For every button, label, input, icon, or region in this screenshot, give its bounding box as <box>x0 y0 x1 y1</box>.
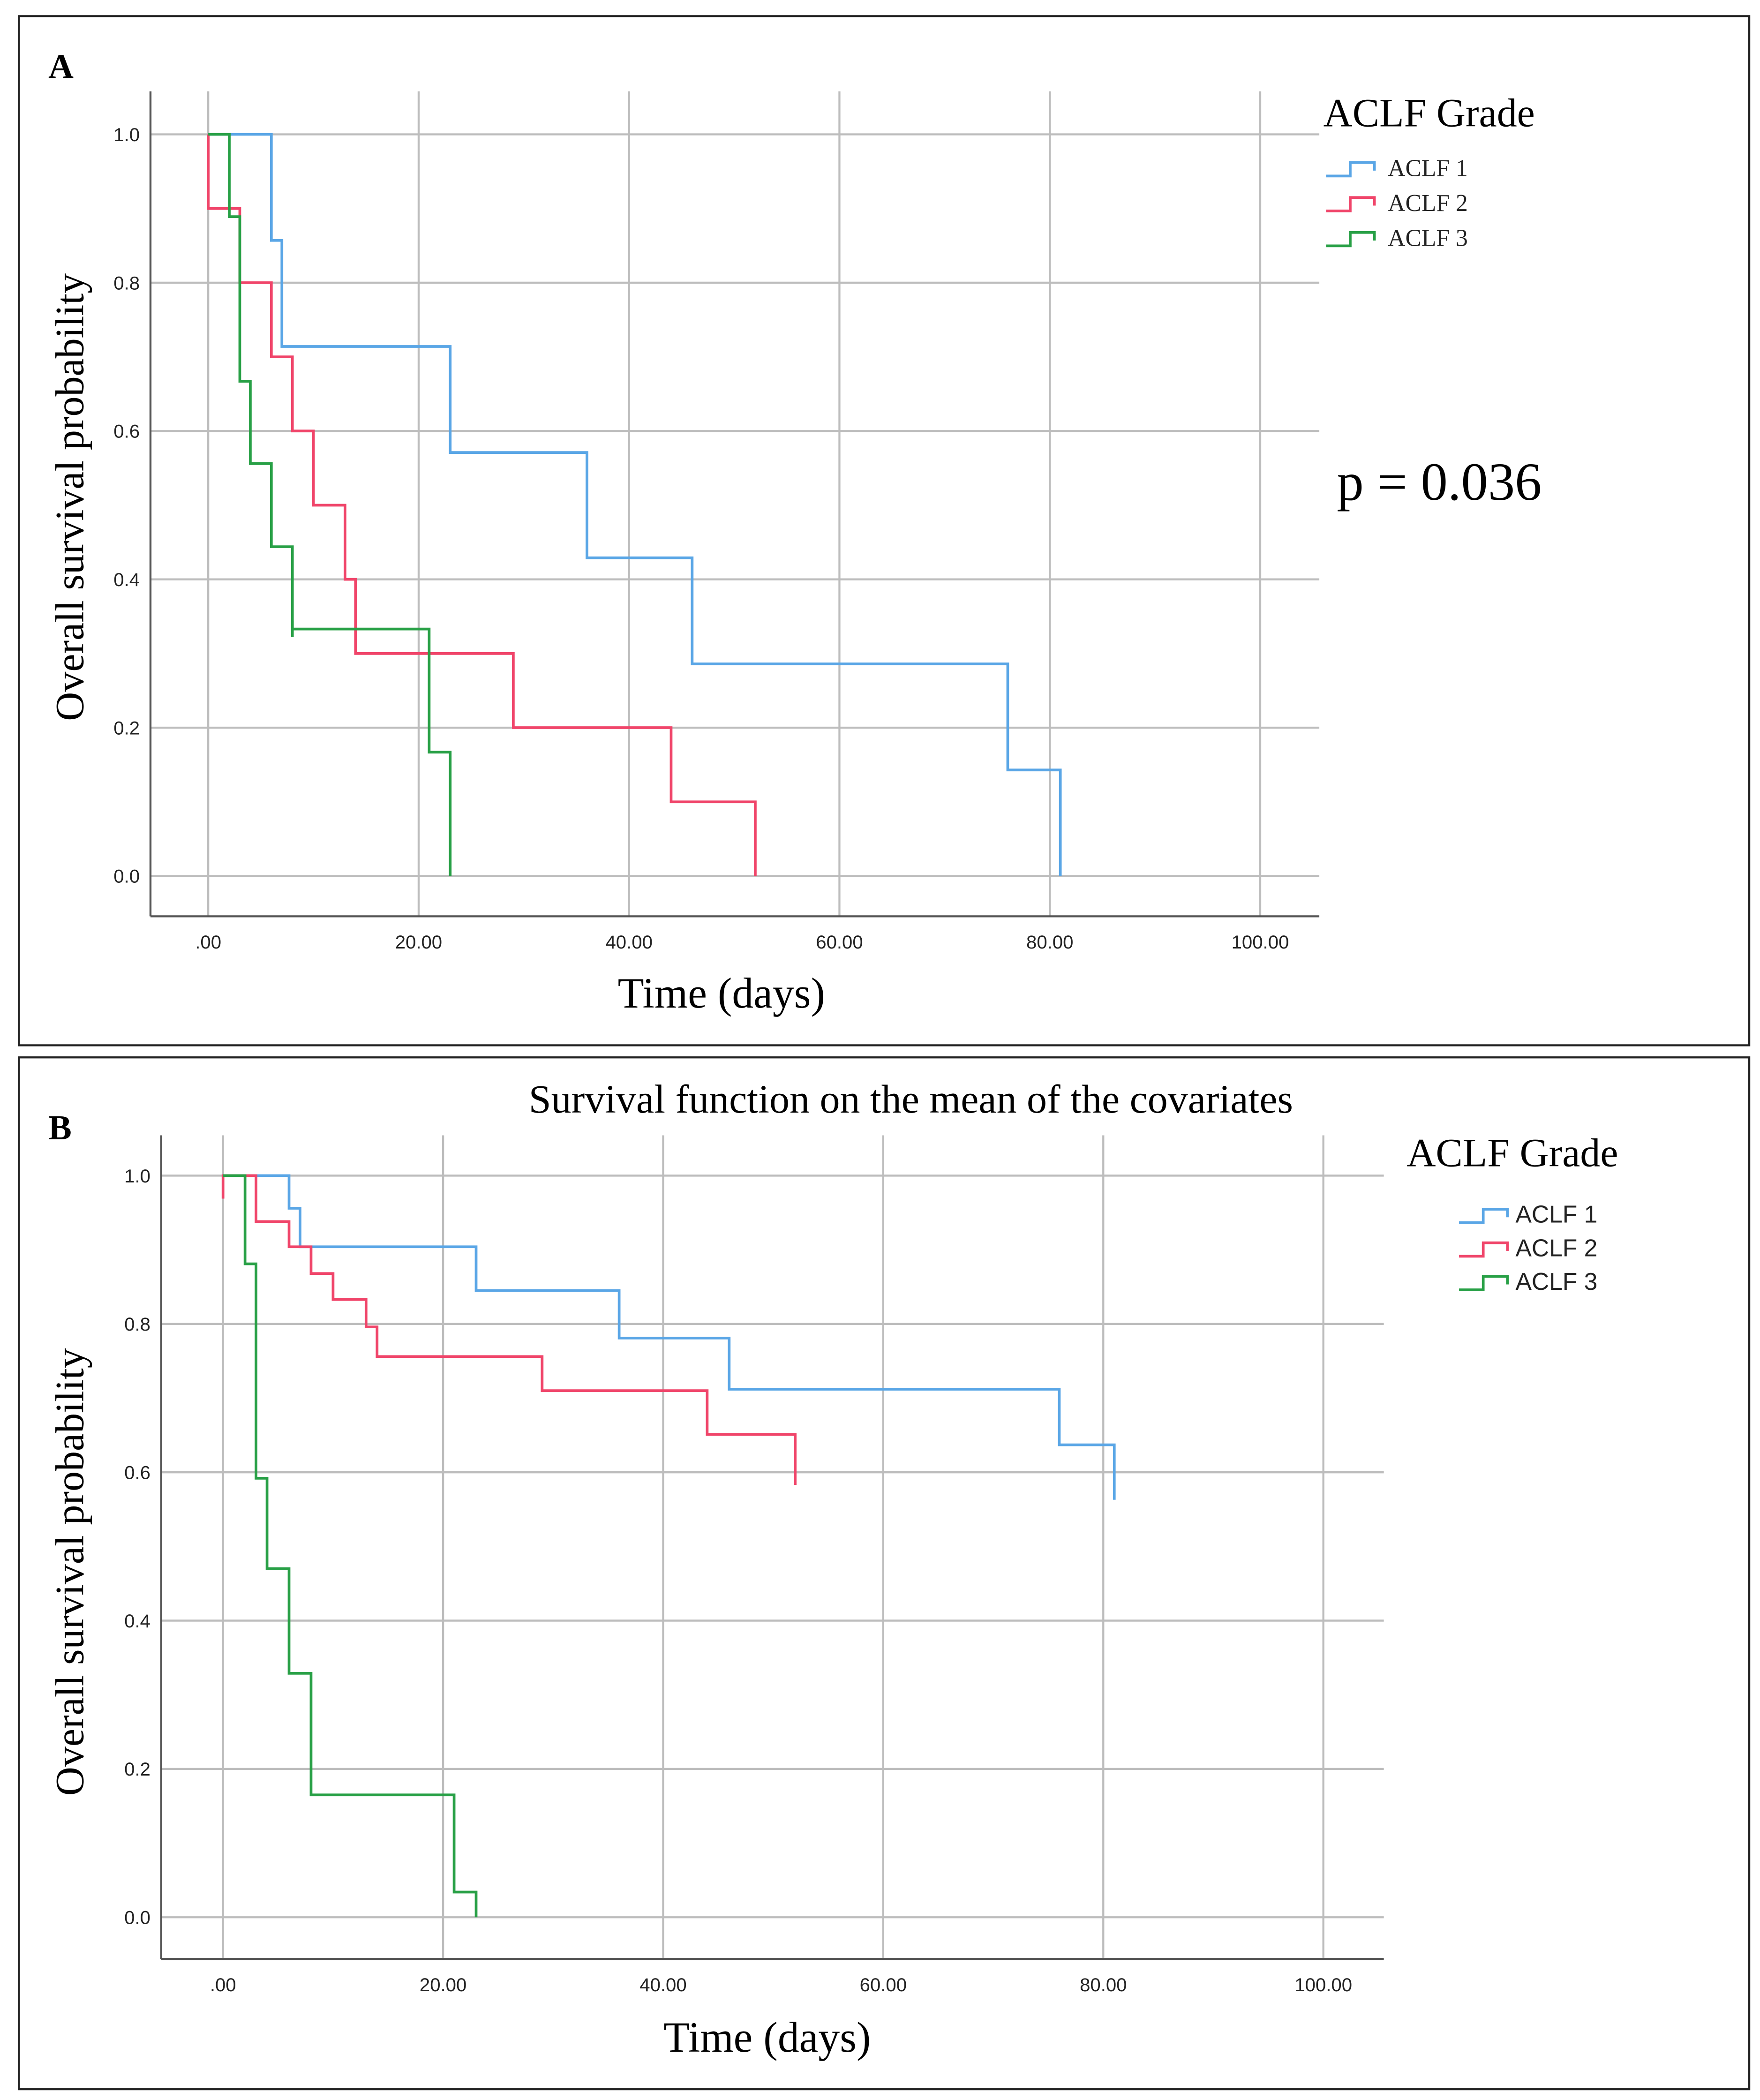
panel-a-y-axis-label: Overall survival probability <box>47 273 92 721</box>
panel-a-series-aclf-2 <box>207 134 757 876</box>
panel-b-y-axis-label: Overall survival probability <box>47 1348 92 1796</box>
panel-a-x-tick-label: 100.00 <box>1232 932 1289 953</box>
panel-b-y-tick-label: 0.8 <box>124 1314 150 1335</box>
panel-b-label: B <box>48 1109 72 1147</box>
panel-b-legend-label-aclf-3: ACLF 3 <box>1515 1268 1597 1295</box>
panel-a-legend-label-aclf-3: ACLF 3 <box>1388 225 1468 251</box>
panel-b-x-tick-label: 80.00 <box>1080 1975 1127 1995</box>
panel-a-x-tick-label: 60.00 <box>816 932 863 953</box>
panel-b-legend-swatch-aclf-1 <box>1459 1208 1509 1224</box>
panel-a-y-tick-label: 0.0 <box>113 866 140 887</box>
panel-b-y-tick-label: 0.6 <box>124 1463 150 1483</box>
panel-b-y-tick-label: 1.0 <box>124 1166 150 1187</box>
panel-a-legend-swatch-aclf-1 <box>1326 161 1376 178</box>
panel-a-frame <box>17 15 1751 1046</box>
panel-a-y-tick-label: 0.2 <box>113 718 140 738</box>
panel-a-x-tick-label: 80.00 <box>1026 932 1073 953</box>
panel-b-x-tick-label: .00 <box>210 1975 236 1995</box>
panel-b-frame <box>17 1056 1751 2091</box>
panel-b-legend-label-aclf-1: ACLF 1 <box>1515 1201 1597 1228</box>
panel-a-legend-swatch-aclf-2 <box>1326 196 1376 212</box>
panel-a-series-aclf-3 <box>208 133 452 876</box>
panel-a-x-axis-label: Time (days) <box>618 969 825 1017</box>
panel-b-x-tick-label: 20.00 <box>420 1975 466 1995</box>
panel-a-y-tick-label: 0.8 <box>113 273 140 294</box>
panel-b-series-aclf-3 <box>223 1174 478 1918</box>
panel-b-y-tick-label: 0.2 <box>124 1759 150 1780</box>
panel-b-x-tick-label: 40.00 <box>639 1975 686 1995</box>
panel-b-x-tick-label: 60.00 <box>860 1975 907 1995</box>
panel-b-legend-title: ACLF Grade <box>1406 1130 1618 1175</box>
panel-a-y-tick-label: 0.4 <box>113 570 140 590</box>
panel-a-x-tick-label: .00 <box>195 932 221 953</box>
panel-b-y-tick-label: 0.4 <box>124 1611 150 1632</box>
panel-a-x-tick-label: 40.00 <box>606 932 653 953</box>
panel-a: A Overall survival probability Time (day… <box>17 15 1751 1046</box>
panel-a-legend-label-aclf-1: ACLF 1 <box>1388 155 1468 181</box>
panel-b-legend-swatch-aclf-2 <box>1459 1241 1509 1258</box>
panel-a-series-aclf-1 <box>208 133 1062 876</box>
panel-b-series-aclf-2 <box>221 1174 797 1485</box>
panel-b-x-tick-label: 100.00 <box>1294 1975 1352 1995</box>
panel-b-y-tick-label: 0.0 <box>124 1908 150 1928</box>
panel-b-title: Survival function on the mean of the cov… <box>529 1076 1293 1122</box>
panel-a-label: A <box>48 47 74 86</box>
panel-a-y-tick-label: 0.6 <box>113 422 140 442</box>
panel-b-legend-swatch-aclf-3 <box>1459 1275 1509 1291</box>
panel-b: B Survival function on the mean of the c… <box>17 1056 1751 2091</box>
panel-a-legend-label-aclf-2: ACLF 2 <box>1388 190 1468 217</box>
panel-a-y-tick-label: 1.0 <box>113 125 140 145</box>
panel-b-x-axis-label: Time (days) <box>663 2013 871 2061</box>
panel-b-legend-label-aclf-2: ACLF 2 <box>1515 1234 1597 1261</box>
panel-a-legend-title: ACLF Grade <box>1324 90 1535 135</box>
panel-a-legend-swatch-aclf-3 <box>1326 231 1376 248</box>
panel-a-p-value: p = 0.036 <box>1337 452 1542 512</box>
panel-a-x-tick-label: 20.00 <box>395 932 442 953</box>
panel-b-series-aclf-1 <box>223 1174 1116 1500</box>
